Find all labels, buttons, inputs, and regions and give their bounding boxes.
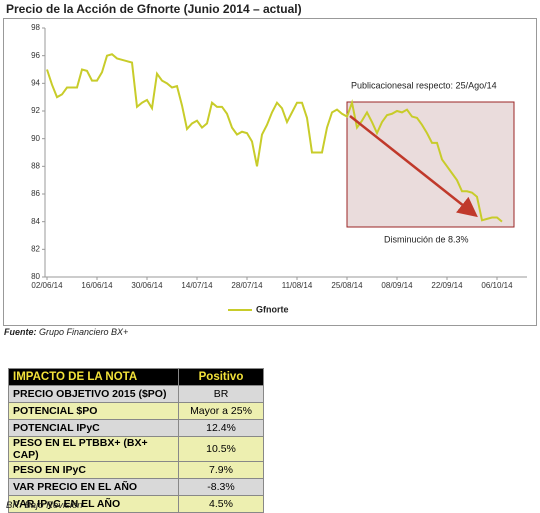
table-row: VAR PRECIO EN EL AÑO -8.3%: [8, 478, 264, 496]
cell: VAR PRECIO EN EL AÑO: [8, 478, 179, 496]
y-tick-label: 80: [31, 272, 40, 281]
table-row: PRECIO OBJETIVO 2015 ($PO) BR: [8, 385, 264, 403]
table-row: PESO EN EL PTBBX+ (BX+ CAP) 10.5%: [8, 436, 264, 462]
cell: 7.9%: [178, 461, 264, 479]
cell: PRECIO OBJETIVO 2015 ($PO): [8, 385, 179, 403]
x-tick-label: 22/09/14: [431, 281, 463, 290]
x-tick-label: 16/06/14: [81, 281, 113, 290]
series-line: [46, 53, 503, 223]
trend-arrow: [349, 115, 478, 218]
y-tick-label: 84: [31, 217, 40, 226]
table-row: POTENCIAL IPyC 12.4%: [8, 419, 264, 437]
cell: POTENCIAL IPyC: [8, 419, 179, 437]
cell: POTENCIAL $PO: [8, 402, 179, 420]
chart: Precio de la Acción de Gfnorte (Junio 20…: [3, 2, 537, 337]
y-tick-label: 90: [31, 134, 40, 143]
y-tick-label: 94: [31, 78, 40, 87]
footnote: BR: Bajo Revisión: [6, 500, 83, 511]
cell: BR: [178, 385, 264, 403]
cell: PESO EN EL PTBBX+ (BX+ CAP): [8, 436, 179, 462]
header-cell: Positivo: [178, 368, 264, 386]
cell: PESO EN IPyC: [8, 461, 179, 479]
table-row: VAR IPyC EN EL AÑO 4.5%: [8, 495, 264, 513]
cell: 10.5%: [178, 436, 264, 462]
cell: -8.3%: [178, 478, 264, 496]
chart-frame: [3, 18, 537, 326]
cell: VAR IPyC EN EL AÑO: [8, 495, 179, 513]
cell: 4.5%: [178, 495, 264, 513]
y-tick-label: 96: [31, 51, 40, 60]
chart-title: Precio de la Acción de Gfnorte (Junio 20…: [6, 2, 302, 16]
x-tick-label: 02/06/14: [31, 281, 63, 290]
header-cell: IMPACTO DE LA NOTA: [8, 368, 179, 386]
y-tick-label: 82: [31, 244, 40, 253]
y-tick-label: 88: [31, 161, 40, 170]
y-tick-label: 86: [31, 189, 40, 198]
annotation: Publicacionesal respecto: 25/Ago/14: [351, 80, 497, 90]
y-tick-label: 98: [31, 23, 40, 32]
impact-table: IMPACTO DE LA NOTA Positivo PRECIO OBJETI…: [8, 368, 264, 513]
annotation: Disminución de 8.3%: [384, 234, 469, 244]
x-tick-label: 25/08/14: [331, 281, 363, 290]
x-tick-label: 06/10/14: [481, 281, 513, 290]
y-tick-label: 92: [31, 106, 40, 115]
highlight-box: [346, 101, 515, 228]
table-header: IMPACTO DE LA NOTA Positivo: [8, 368, 264, 386]
source-label: Fuente:: [4, 327, 37, 337]
cell: Mayor a 25%: [178, 402, 264, 420]
x-tick-label: 30/06/14: [131, 281, 163, 290]
source: Fuente: Grupo Financiero BX+: [4, 327, 128, 337]
x-tick-label: 14/07/14: [181, 281, 213, 290]
x-tick-label: 08/09/14: [381, 281, 413, 290]
x-tick-label: 11/08/14: [282, 281, 313, 290]
x-tick-label: 28/07/14: [231, 281, 263, 290]
legend-label: Gfnorte: [256, 304, 289, 314]
source-text: Grupo Financiero BX+: [39, 327, 128, 337]
cell: 12.4%: [178, 419, 264, 437]
table-row: POTENCIAL $PO Mayor a 25%: [8, 402, 264, 420]
table-row: PESO EN IPyC 7.9%: [8, 461, 264, 479]
